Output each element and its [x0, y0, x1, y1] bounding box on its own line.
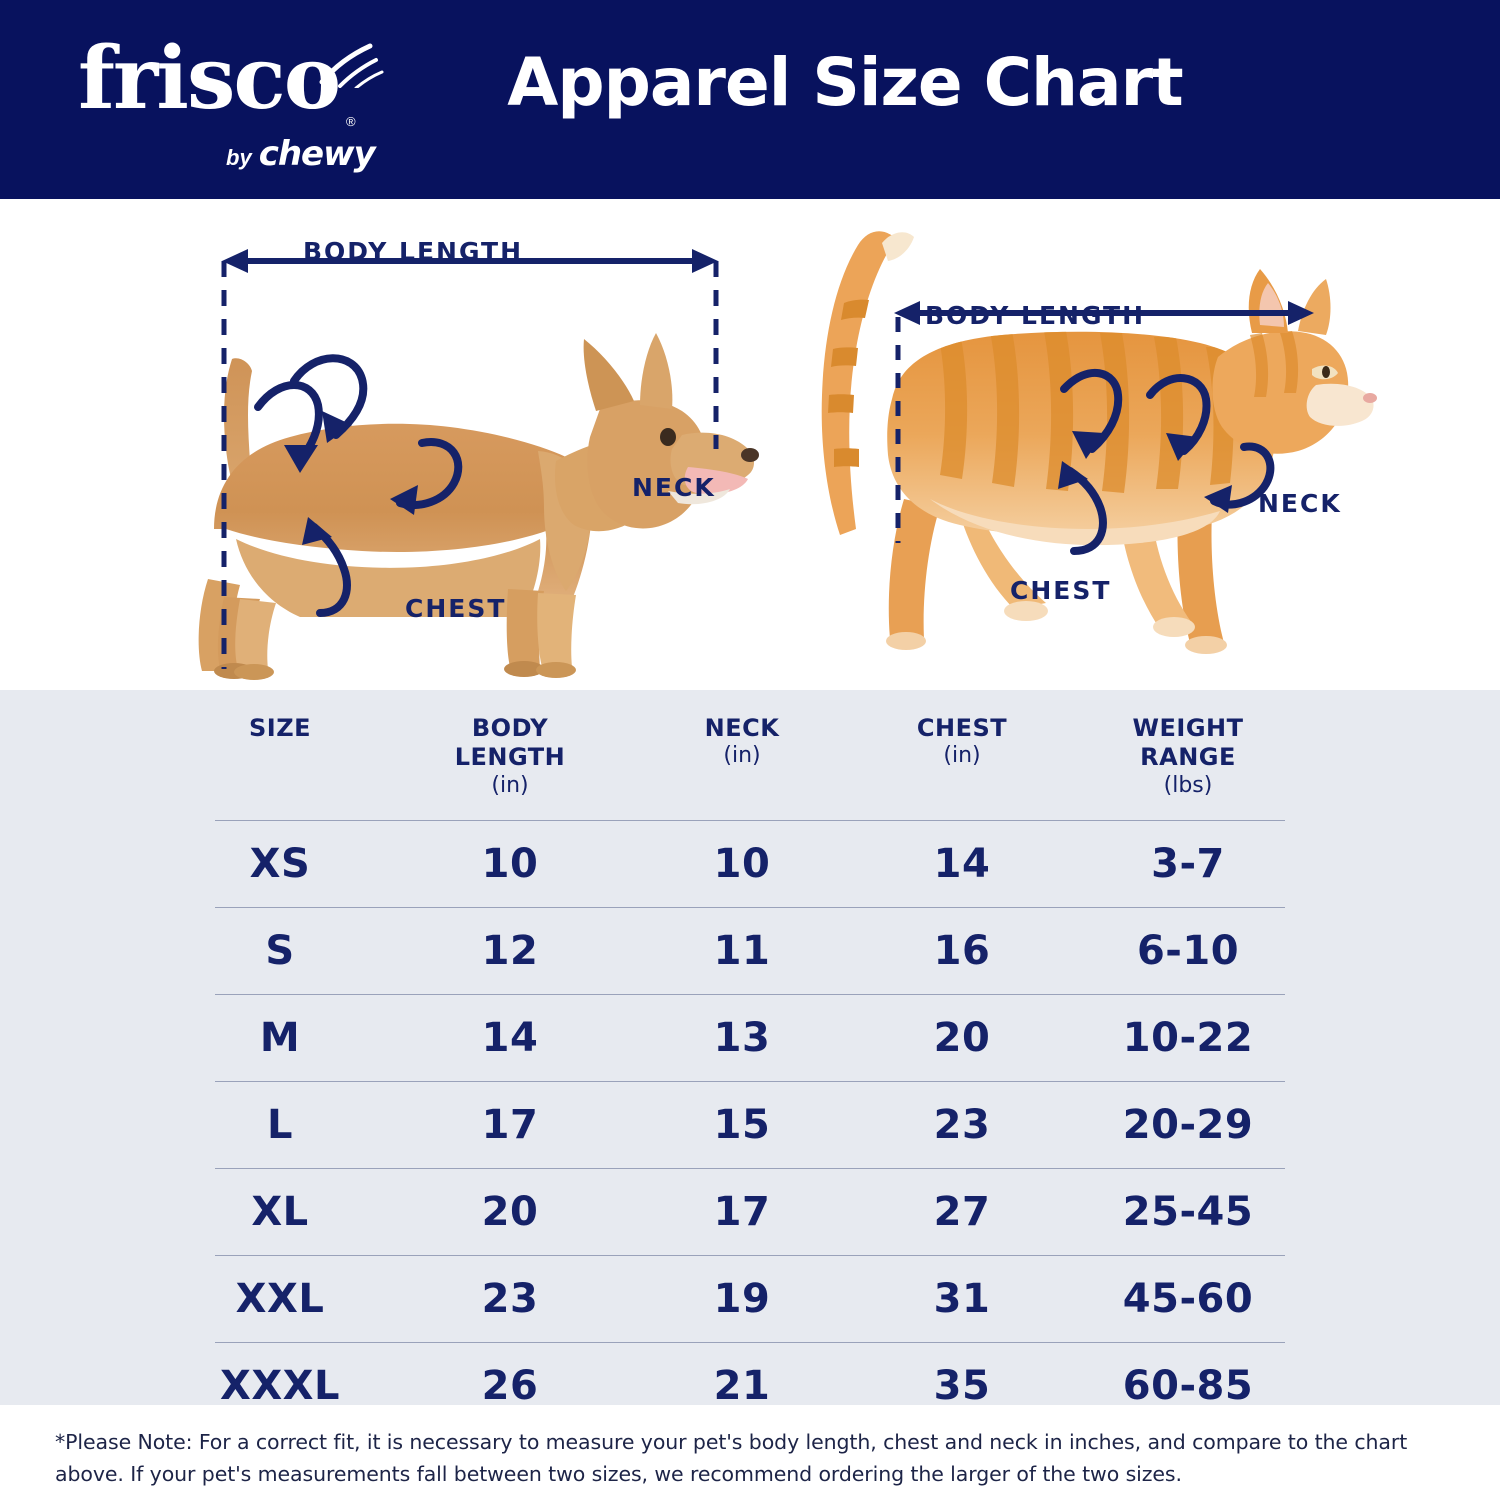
- cell-size: XXL: [235, 1276, 325, 1322]
- cell-chest: 35: [933, 1363, 991, 1409]
- dog-neck-label: NECK: [632, 473, 716, 502]
- cat-illustration: [821, 231, 1377, 654]
- cell-chest: 14: [933, 841, 991, 887]
- cell-body-length: 12: [481, 928, 539, 974]
- brand-by-label: by: [226, 145, 252, 170]
- size-table: SIZE BODY LENGTH (in) NECK (in) CHEST (i…: [215, 690, 1285, 1429]
- cell-neck: 19: [713, 1276, 771, 1322]
- page-header: frisco ® by chewy Apparel Size Chart: [0, 0, 1500, 199]
- cell-neck: 13: [713, 1015, 771, 1061]
- cell-chest: 31: [933, 1276, 991, 1322]
- footnote-section: *Please Note: For a correct fit, it is n…: [0, 1405, 1500, 1500]
- cell-neck: 21: [713, 1363, 771, 1409]
- cell-body-length: 20: [481, 1189, 539, 1235]
- cell-neck: 17: [713, 1189, 771, 1235]
- cell-weight-range: 3-7: [1151, 841, 1225, 887]
- dog-illustration: [198, 249, 759, 680]
- cell-neck: 15: [713, 1102, 771, 1148]
- cell-body-length: 23: [481, 1276, 539, 1322]
- cell-weight-range: 20-29: [1122, 1102, 1254, 1148]
- cell-body-length: 14: [481, 1015, 539, 1061]
- cell-size: L: [267, 1102, 293, 1148]
- cell-neck: 11: [713, 928, 771, 974]
- cell-weight-range: 6-10: [1136, 928, 1240, 974]
- column-header-size: SIZE: [248, 714, 312, 742]
- table-row: XXXL 26 21 35 60-85: [215, 1342, 1285, 1429]
- frisco-logo[interactable]: frisco ® by chewy: [78, 28, 384, 174]
- table-header-row: SIZE BODY LENGTH (in) NECK (in) CHEST (i…: [215, 690, 1285, 820]
- column-header-weight-range: WEIGHT RANGE (lbs): [1132, 714, 1244, 798]
- cell-size: XS: [249, 841, 311, 887]
- cell-neck: 10: [713, 841, 771, 887]
- column-header-chest: CHEST (in): [916, 714, 1008, 769]
- table-row: L 17 15 23 20-29: [215, 1081, 1285, 1168]
- column-header-neck: NECK (in): [704, 714, 780, 769]
- cat-chest-label: CHEST: [1010, 576, 1112, 605]
- table-row: XL 20 17 27 25-45: [215, 1168, 1285, 1255]
- cell-chest: 20: [933, 1015, 991, 1061]
- cell-body-length: 10: [481, 841, 539, 887]
- cell-chest: 27: [933, 1189, 991, 1235]
- dog-body-length-label: BODY LENGTH: [303, 237, 524, 266]
- cell-chest: 23: [933, 1102, 991, 1148]
- page-title: Apparel Size Chart: [507, 44, 1183, 121]
- registered-trademark-icon: ®: [346, 114, 356, 129]
- cell-weight-range: 25-45: [1122, 1189, 1254, 1235]
- dog-chest-label: CHEST: [405, 594, 507, 623]
- column-header-body-length: BODY LENGTH (in): [454, 714, 566, 798]
- cell-size: S: [265, 928, 295, 974]
- cell-body-length: 26: [481, 1363, 539, 1409]
- cat-body-length-label: BODY LENGTH: [925, 301, 1146, 330]
- table-row: M 14 13 20 10-22: [215, 994, 1285, 1081]
- cell-chest: 16: [933, 928, 991, 974]
- cell-weight-range: 45-60: [1122, 1276, 1254, 1322]
- cell-size: XL: [251, 1189, 309, 1235]
- cell-size: M: [259, 1015, 301, 1061]
- cell-weight-range: 10-22: [1122, 1015, 1254, 1061]
- table-row: XS 10 10 14 3-7: [215, 820, 1285, 907]
- brand-wordmark: frisco: [78, 28, 341, 129]
- size-table-section: SIZE BODY LENGTH (in) NECK (in) CHEST (i…: [0, 690, 1500, 1409]
- cat-neck-label: NECK: [1258, 489, 1342, 518]
- cell-body-length: 17: [481, 1102, 539, 1148]
- brand-parent-label: chewy: [258, 134, 376, 174]
- cell-size: XXXL: [219, 1363, 341, 1409]
- table-row: XXL 23 19 31 45-60: [215, 1255, 1285, 1342]
- measurement-illustrations: BODY LENGTH NECK CHEST: [0, 199, 1500, 690]
- table-row: S 12 11 16 6-10: [215, 907, 1285, 994]
- cell-weight-range: 60-85: [1122, 1363, 1254, 1409]
- brand-sub-wordmark: by chewy: [226, 134, 376, 174]
- footnote-text: *Please Note: For a correct fit, it is n…: [55, 1430, 1408, 1486]
- swoosh-icon: [319, 43, 384, 88]
